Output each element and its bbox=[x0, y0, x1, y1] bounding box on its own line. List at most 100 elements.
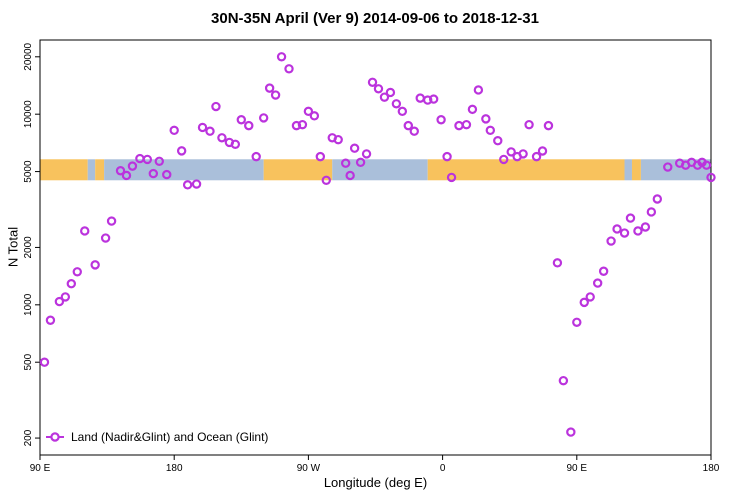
data-point bbox=[518, 149, 528, 159]
data-point bbox=[543, 120, 554, 131]
data-point bbox=[121, 170, 132, 181]
data-point bbox=[361, 149, 372, 159]
data-point bbox=[506, 147, 516, 157]
x-tick-label: 180 bbox=[166, 463, 183, 474]
y-tick-label: 2000 bbox=[23, 236, 34, 259]
data-point bbox=[148, 168, 159, 179]
data-point bbox=[531, 151, 542, 162]
data-point bbox=[633, 226, 643, 236]
x-tick-label: 0 bbox=[440, 463, 446, 474]
x-axis-title: Longitude (deg E) bbox=[323, 475, 428, 490]
map-band-ocean bbox=[87, 159, 96, 181]
y-tick-label: 1000 bbox=[23, 293, 34, 316]
data-point bbox=[606, 236, 616, 246]
data-point bbox=[66, 279, 77, 289]
data-point bbox=[403, 120, 414, 131]
data-point bbox=[90, 260, 100, 270]
data-point bbox=[442, 151, 452, 162]
data-point bbox=[169, 125, 179, 136]
data-point bbox=[558, 375, 569, 386]
data-point bbox=[646, 207, 657, 217]
data-point bbox=[499, 154, 509, 165]
map-band-land bbox=[427, 159, 625, 181]
data-point bbox=[244, 120, 254, 131]
data-point bbox=[373, 84, 384, 94]
data-point bbox=[409, 126, 419, 136]
plot-border bbox=[39, 39, 712, 456]
y-tick-label: 500 bbox=[23, 353, 34, 370]
data-point bbox=[566, 427, 576, 437]
data-point bbox=[349, 143, 360, 153]
data-point bbox=[106, 216, 117, 226]
data-point bbox=[142, 154, 153, 165]
data-point bbox=[39, 357, 50, 367]
data-point bbox=[397, 106, 408, 117]
data-point bbox=[236, 115, 246, 125]
data-point bbox=[264, 83, 275, 93]
data-point bbox=[524, 119, 534, 130]
data-point bbox=[493, 135, 503, 146]
map-band-land bbox=[95, 159, 105, 181]
data-point bbox=[461, 119, 472, 130]
data-point bbox=[619, 228, 630, 238]
data-point bbox=[652, 194, 663, 204]
data-point bbox=[211, 101, 221, 112]
y-tick-label: 5000 bbox=[23, 160, 34, 183]
data-point bbox=[315, 151, 326, 162]
y-tick-label: 20000 bbox=[23, 42, 34, 70]
data-point bbox=[333, 134, 343, 145]
data-point bbox=[367, 77, 378, 87]
data-point bbox=[182, 180, 193, 190]
data-point bbox=[154, 156, 164, 167]
data-point bbox=[127, 161, 138, 171]
data-point bbox=[436, 115, 446, 125]
data-point bbox=[197, 122, 208, 133]
data-point bbox=[258, 113, 269, 123]
data-point bbox=[385, 87, 396, 98]
data-point bbox=[276, 52, 287, 62]
data-point bbox=[485, 125, 496, 136]
data-point bbox=[391, 99, 402, 109]
data-point bbox=[422, 95, 433, 105]
y-tick-label: 200 bbox=[23, 429, 34, 446]
data-point bbox=[473, 85, 484, 95]
data-point bbox=[135, 153, 145, 164]
map-band-land bbox=[40, 159, 88, 181]
data-point bbox=[640, 222, 651, 232]
data-point bbox=[467, 104, 478, 115]
data-point bbox=[297, 119, 308, 130]
data-point bbox=[585, 292, 595, 302]
map-band-land bbox=[263, 159, 333, 181]
data-point bbox=[612, 224, 622, 234]
legend-label: Land (Nadir&Glint) and Ocean (Glint) bbox=[71, 430, 268, 444]
data-point bbox=[340, 158, 351, 168]
data-point bbox=[217, 133, 227, 143]
map-band-ocean bbox=[332, 159, 428, 181]
data-point bbox=[379, 92, 390, 102]
data-point bbox=[537, 146, 548, 156]
legend-marker-icon bbox=[50, 432, 60, 442]
data-point bbox=[663, 162, 673, 172]
data-point bbox=[309, 111, 320, 121]
data-point bbox=[481, 114, 491, 124]
data-point bbox=[162, 169, 172, 180]
data-point bbox=[706, 172, 716, 183]
chart-title: 30N-35N April (Ver 9) 2014-09-06 to 2018… bbox=[211, 10, 539, 27]
data-point bbox=[592, 278, 603, 288]
data-point bbox=[552, 258, 563, 268]
data-point bbox=[428, 94, 439, 104]
data-point bbox=[176, 146, 187, 156]
data-point bbox=[251, 151, 261, 162]
data-point bbox=[80, 226, 90, 236]
x-tick-label: 90 W bbox=[297, 463, 321, 474]
data-point bbox=[54, 296, 65, 307]
data-point bbox=[454, 120, 464, 131]
x-tick-label: 90 E bbox=[30, 463, 51, 474]
data-point bbox=[321, 175, 331, 185]
data-point bbox=[205, 126, 215, 136]
data-point bbox=[115, 166, 126, 176]
map-band-ocean bbox=[624, 159, 632, 181]
data-point bbox=[60, 292, 71, 302]
